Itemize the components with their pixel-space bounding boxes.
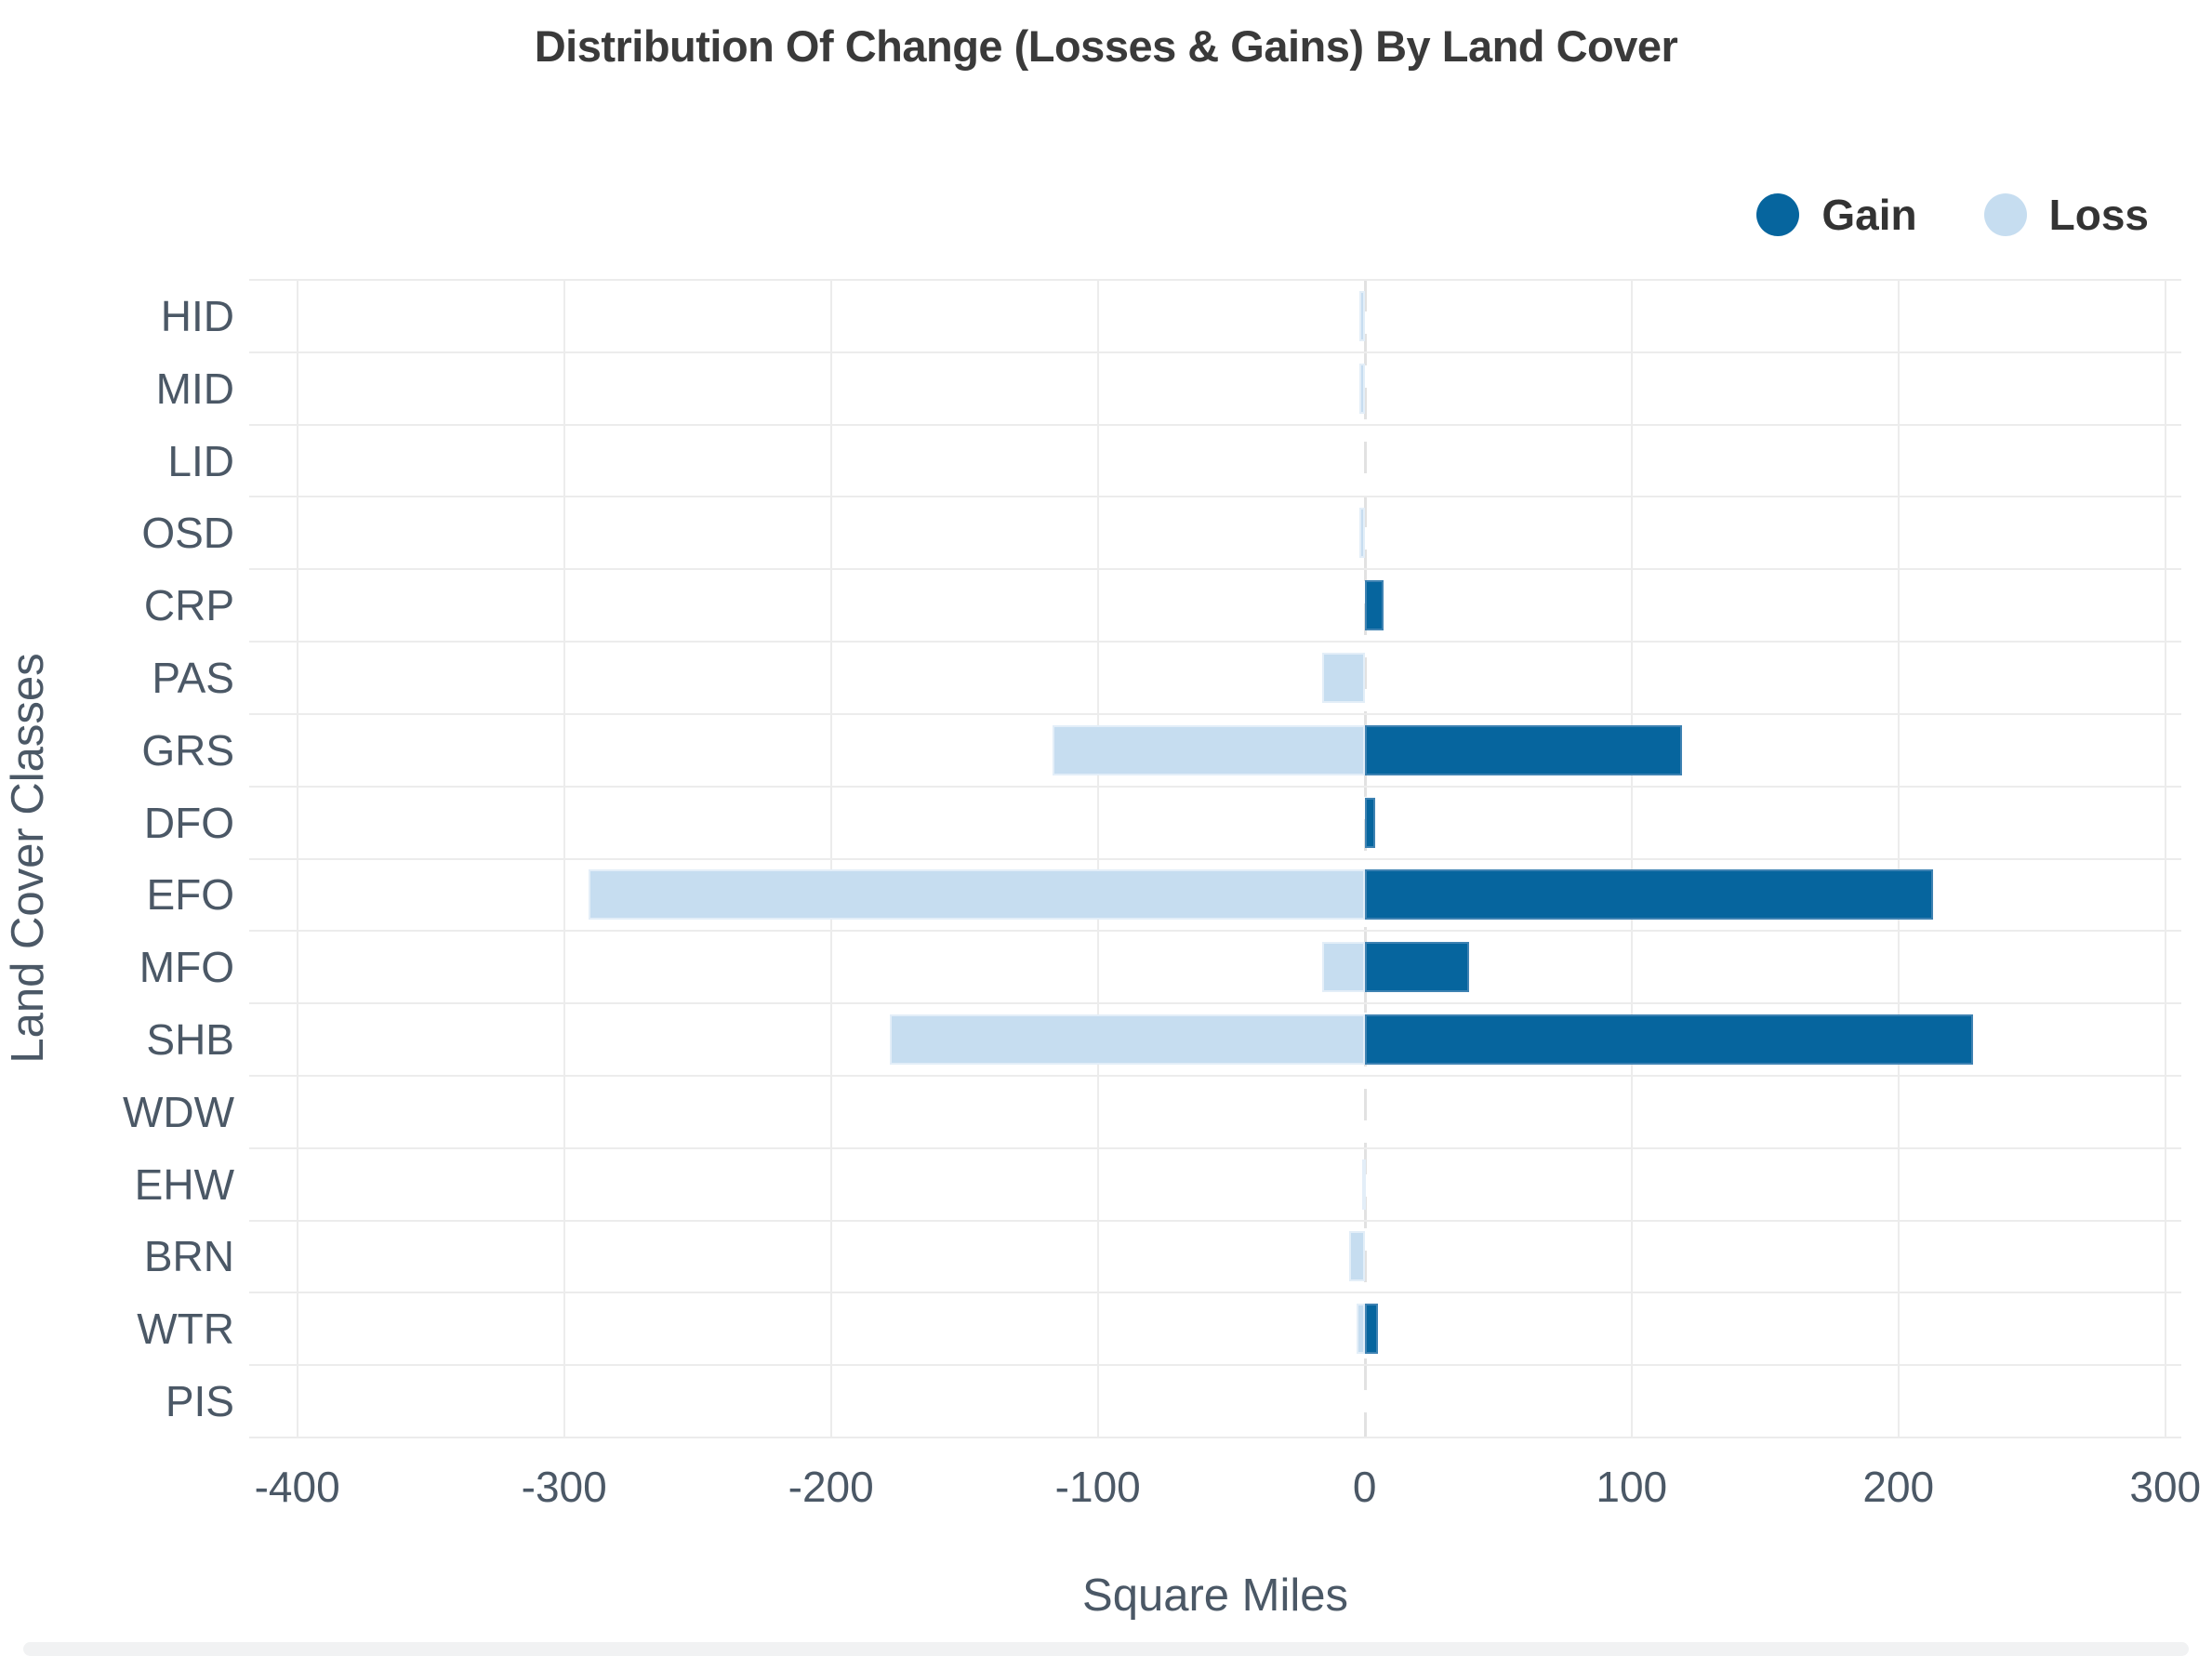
y-tick-label-wtr: WTR [137, 1305, 234, 1354]
row-boundary-gridline [249, 785, 2181, 788]
row-boundary-gridline [249, 496, 2181, 498]
x-axis-tick-labels: -400 -300 -200 -100 0 100 200 300 [249, 1462, 2202, 1517]
loss-bar-wtr [1357, 1304, 1365, 1355]
loss-bar-shb [889, 1014, 1365, 1066]
y-tick-label-pas: PAS [152, 653, 234, 702]
legend-item-gain[interactable]: Gain [1756, 190, 1917, 240]
y-tick-label-ehw: EHW [134, 1159, 234, 1209]
gain-bar-crp [1364, 580, 1384, 631]
legend: Gain Loss [1756, 190, 2149, 240]
x-tick-label: 300 [2129, 1463, 2202, 1511]
x-tick-label: 0 [1352, 1463, 1377, 1511]
gain-bar-wtr [1364, 1304, 1379, 1355]
plot-area [249, 279, 2181, 1438]
x-tick-label: -300 [521, 1463, 607, 1511]
x-axis-title: Square Miles [1082, 1570, 1348, 1621]
y-axis-tick-labels: HID MID LID OSD CRP PAS GRS DFO EFO MFO SHB WDW EHW B… [0, 280, 234, 1437]
loss-bar-hid [1358, 290, 1365, 341]
y-tick-label-mid: MID [155, 364, 234, 413]
row-boundary-gridline [249, 1074, 2181, 1077]
y-tick-label-dfo: DFO [143, 798, 234, 847]
y-tick-label-brn: BRN [143, 1232, 234, 1281]
x-tick-label: 100 [1596, 1463, 1668, 1511]
loss-bar-osd [1358, 508, 1365, 559]
y-tick-label-mfo: MFO [139, 943, 234, 992]
x-tick-label: -200 [788, 1463, 874, 1511]
row-boundary-gridline [249, 279, 2181, 281]
row-boundary-gridline [249, 1364, 2181, 1367]
y-tick-label-shb: SHB [146, 1015, 234, 1065]
row-boundary-gridline [249, 1219, 2181, 1222]
row-boundary-gridline [249, 568, 2181, 571]
gain-bar-grs [1364, 724, 1683, 775]
loss-bar-ehw [1361, 1159, 1366, 1210]
row-boundary-gridline [249, 712, 2181, 715]
y-tick-label-wdw: WDW [122, 1087, 234, 1136]
y-tick-label-lid: LID [167, 436, 234, 485]
y-axis-title-text: Land Cover Classes [3, 653, 53, 1064]
loss-bar-brn [1348, 1231, 1365, 1282]
legend-item-loss[interactable]: Loss [1983, 190, 2149, 240]
legend-label-gain: Gain [1821, 191, 1917, 239]
gain-swatch-icon [1756, 193, 1800, 236]
legend-label-loss: Loss [2048, 191, 2149, 239]
row-boundary-gridline [249, 1292, 2181, 1294]
y-tick-label-efo: EFO [146, 870, 234, 920]
y-tick-label-crp: CRP [143, 581, 234, 630]
x-tick-label: -400 [254, 1463, 340, 1511]
loss-bar-mid [1358, 363, 1365, 414]
row-boundary-gridline [249, 1002, 2181, 1005]
gain-bar-efo [1364, 869, 1934, 921]
y-tick-label-grs: GRS [141, 725, 234, 775]
x-tick-label: 200 [1862, 1463, 1935, 1511]
row-boundary-gridline [249, 641, 2181, 643]
row-boundary-gridline [249, 423, 2181, 426]
y-tick-label-hid: HID [160, 291, 234, 340]
row-boundary-gridline [249, 930, 2181, 933]
loss-swatch-icon [1983, 193, 2027, 236]
y-tick-label-pis: PIS [165, 1377, 234, 1426]
row-boundary-gridline [249, 1146, 2181, 1149]
gain-bar-dfo [1364, 797, 1376, 848]
loss-bar-mfo [1321, 942, 1365, 993]
y-tick-label-osd: OSD [141, 509, 234, 558]
chart-title: Distribution Of Change (Losses & Gains) … [534, 21, 1678, 71]
x-tick-label: -100 [1054, 1463, 1141, 1511]
loss-bar-efo [588, 869, 1365, 921]
loss-bar-pas [1321, 652, 1365, 703]
gain-bar-shb [1364, 1014, 1974, 1066]
row-boundary-gridline [249, 1437, 2181, 1438]
row-boundary-gridline [249, 857, 2181, 860]
horizontal-scrollbar[interactable] [23, 1642, 2189, 1656]
row-boundary-gridline [249, 351, 2181, 353]
loss-bar-grs [1052, 724, 1365, 775]
gain-bar-mfo [1364, 942, 1469, 993]
